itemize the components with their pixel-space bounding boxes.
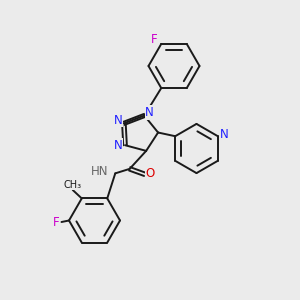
Text: N: N [114,114,123,127]
Text: F: F [53,215,59,229]
Text: F: F [150,33,157,46]
Text: N: N [114,139,123,152]
Text: O: O [146,167,155,180]
Text: N: N [145,106,154,119]
Text: N: N [220,128,229,141]
Text: HN: HN [91,165,109,178]
Text: CH₃: CH₃ [64,180,82,190]
